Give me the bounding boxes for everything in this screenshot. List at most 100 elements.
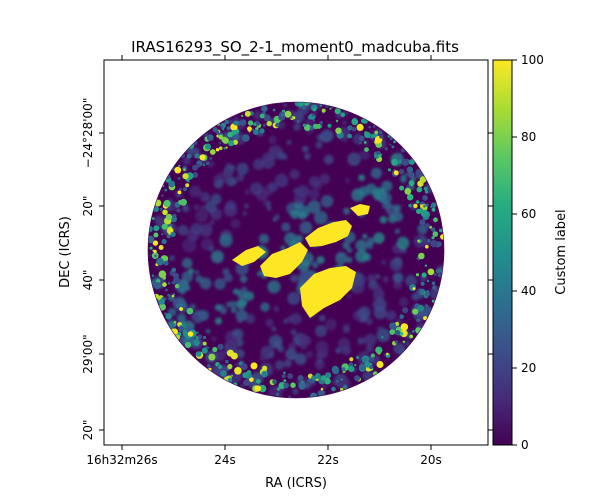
edge-speckle	[166, 234, 171, 239]
edge-speckle	[153, 249, 157, 254]
colorbar-tick-label: 100	[521, 53, 544, 67]
edge-speckle	[209, 157, 212, 160]
edge-speckle	[259, 128, 265, 134]
diffuse-blob	[266, 201, 271, 207]
edge-speckle	[261, 370, 268, 378]
diffuse-blob	[357, 306, 371, 320]
edge-speckle	[349, 357, 354, 362]
edge-speckle	[205, 345, 208, 349]
edge-speckle	[242, 372, 249, 379]
diffuse-blob	[268, 145, 283, 160]
diffuse-blob	[181, 257, 193, 269]
edge-speckle	[180, 198, 187, 206]
diffuse-blob	[400, 174, 406, 180]
diffuse-blob	[297, 202, 303, 209]
edge-speckle	[391, 158, 398, 166]
diffuse-blob	[195, 209, 209, 223]
edge-speckle	[317, 390, 324, 396]
diffuse-blob	[289, 169, 300, 180]
edge-speckle	[393, 170, 399, 176]
edge-speckle	[415, 169, 423, 176]
diffuse-blob	[242, 211, 247, 216]
diffuse-blob	[342, 138, 347, 143]
edge-speckle	[431, 281, 436, 286]
edge-speckle	[424, 264, 428, 267]
diffuse-blob	[286, 140, 292, 145]
y-axis: −24°28'00" 20" 40" 29'00" 20"	[81, 98, 493, 440]
diffuse-blob	[280, 245, 286, 251]
edge-speckle	[241, 114, 244, 117]
edge-speckle	[259, 384, 267, 393]
diffuse-blob	[273, 306, 280, 312]
edge-speckle	[343, 384, 348, 390]
edge-speckle	[372, 125, 376, 128]
diffuse-blob	[231, 178, 238, 185]
edge-speckle	[165, 313, 172, 320]
edge-speckle	[266, 120, 272, 127]
edge-speckle	[425, 304, 429, 308]
edge-speckle	[440, 234, 444, 240]
edge-speckle	[420, 209, 428, 217]
edge-speckle	[424, 223, 430, 229]
diffuse-blob	[393, 204, 402, 212]
edge-speckle	[187, 331, 194, 337]
edge-speckle	[381, 336, 384, 339]
edge-speckle	[172, 213, 177, 218]
edge-speckle	[202, 163, 206, 167]
outflow-lobes	[232, 204, 370, 318]
edge-speckle	[359, 135, 365, 142]
diffuse-blob	[204, 200, 217, 213]
outflow-se-lobe	[300, 266, 356, 318]
diffuse-blob	[405, 341, 411, 347]
diffuse-blob	[214, 304, 222, 311]
edge-speckle	[234, 367, 242, 375]
edge-speckle	[370, 353, 375, 358]
edge-speckle	[163, 260, 169, 266]
diffuse-blob	[301, 145, 309, 153]
edge-speckle	[379, 131, 382, 134]
edge-speckle	[226, 126, 231, 131]
diffuse-blob	[381, 259, 387, 265]
edge-speckle	[161, 223, 168, 230]
edge-speckle	[412, 308, 419, 315]
diffuse-blob	[413, 296, 419, 302]
edge-speckle	[182, 187, 187, 192]
diffuse-blob	[373, 232, 385, 244]
edge-speckle	[400, 323, 409, 331]
diffuse-blob	[412, 279, 418, 285]
edge-speckle	[158, 270, 167, 279]
diffuse-blob	[191, 309, 205, 324]
diffuse-blob	[182, 156, 191, 165]
diffuse-blob	[335, 251, 348, 265]
diffuse-blob	[230, 218, 241, 229]
edge-speckle	[179, 307, 184, 311]
edge-speckle	[158, 303, 166, 311]
edge-speckle	[284, 110, 292, 118]
edge-speckle	[431, 207, 436, 212]
diffuse-blob	[394, 228, 400, 234]
outflow-ne-knot	[350, 204, 370, 216]
edge-speckle	[201, 347, 208, 354]
edge-speckle	[399, 314, 405, 319]
diffuse-blob	[209, 219, 215, 226]
diffuse-blob	[211, 336, 217, 342]
diffuse-blob	[294, 353, 307, 365]
edge-speckle	[164, 288, 168, 292]
diffuse-blob	[381, 180, 393, 192]
diffuse-blob	[379, 191, 392, 205]
diffuse-blob	[342, 326, 350, 334]
edge-speckle	[386, 352, 389, 356]
y-tick-label: 40"	[81, 270, 95, 291]
edge-speckle	[296, 120, 300, 124]
edge-speckle	[439, 228, 443, 233]
field-boundary	[147, 101, 445, 399]
edge-speckle	[335, 119, 339, 123]
edge-speckle	[162, 282, 167, 287]
edge-speckle	[275, 392, 280, 396]
edge-speckle	[426, 279, 430, 283]
edge-speckle	[417, 304, 424, 312]
edge-speckle	[258, 383, 261, 387]
edge-speckle	[272, 108, 276, 112]
edge-speckle	[209, 149, 216, 155]
edge-speckle	[255, 379, 261, 384]
